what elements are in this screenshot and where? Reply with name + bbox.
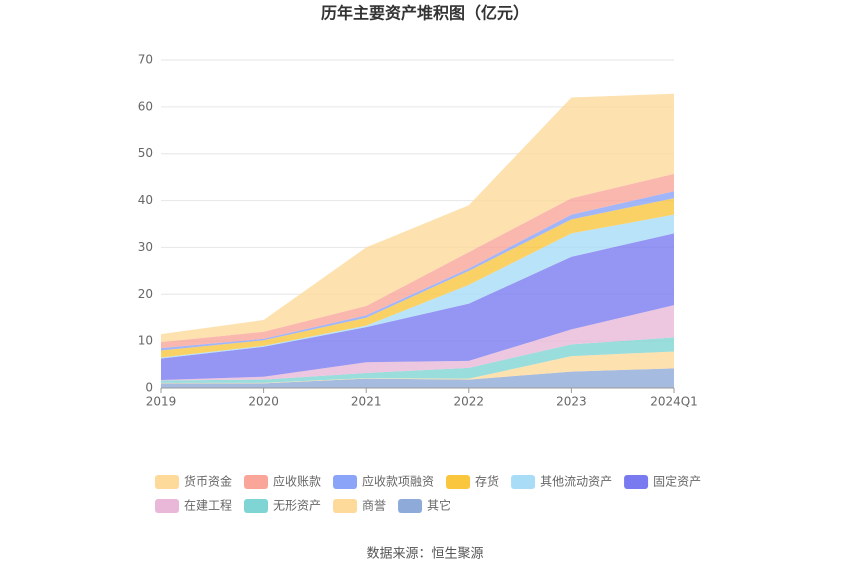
x-tick-label: 2019 — [146, 395, 177, 409]
area — [161, 305, 674, 381]
source: 数据来源：恒生聚源 — [366, 547, 483, 562]
y-tick-label: 50 — [138, 146, 153, 160]
legend-label: 存货 — [475, 474, 499, 489]
legend-swatch — [398, 499, 423, 513]
legend-label: 其它 — [427, 498, 451, 513]
legend-swatch — [624, 475, 649, 489]
x-tick-label: 2022 — [454, 395, 485, 409]
area — [161, 191, 674, 351]
legend-swatch — [446, 475, 471, 489]
legend-label: 应收账款 — [273, 474, 321, 489]
legend-swatch — [511, 475, 536, 489]
x-tick-label: 2020 — [248, 395, 279, 409]
area — [161, 173, 674, 349]
area — [161, 351, 674, 384]
y-tick-label: 20 — [138, 287, 153, 301]
area — [161, 337, 674, 383]
legend-swatch — [244, 499, 269, 513]
y-tick-label: 70 — [138, 53, 153, 67]
legend-swatch — [155, 475, 179, 489]
legend-label: 在建工程 — [184, 498, 232, 513]
y-tick-label: 40 — [138, 193, 153, 207]
x-tick-label: 2024Q1 — [650, 395, 698, 409]
legend-label: 固定资产 — [653, 474, 701, 489]
legend-label: 货币资金 — [184, 474, 232, 489]
legend-label: 商誉 — [362, 498, 386, 513]
legend-swatch — [244, 475, 269, 489]
area — [161, 93, 674, 343]
y-tick-label: 30 — [138, 240, 153, 254]
area — [161, 198, 674, 358]
y-tick-label: 60 — [138, 99, 153, 113]
legend-swatch — [155, 499, 179, 513]
legend-label: 无形资产 — [273, 499, 321, 513]
legend-label: 其他流动资产 — [540, 475, 612, 489]
legend-swatch — [333, 475, 358, 489]
x-tick-label: 2021 — [351, 395, 382, 409]
legend-label: 应收款项融资 — [362, 474, 434, 489]
chart-title: 历年主要资产堆积图（亿元） — [321, 4, 529, 23]
y-tick-label: 10 — [138, 334, 153, 348]
x-tick-label: 2023 — [556, 395, 587, 409]
area — [161, 214, 674, 359]
legend-swatch — [333, 499, 358, 513]
y-tick-label: 0 — [145, 381, 153, 395]
area — [161, 233, 674, 381]
area — [161, 368, 674, 388]
